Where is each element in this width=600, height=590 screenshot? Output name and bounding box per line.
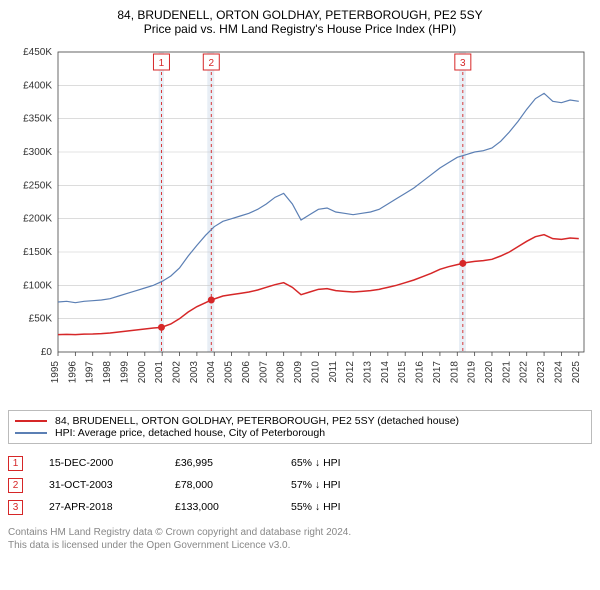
svg-text:2024: 2024 bbox=[553, 361, 564, 384]
svg-text:£150K: £150K bbox=[23, 247, 52, 258]
title-subtitle: Price paid vs. HM Land Registry's House … bbox=[8, 22, 592, 36]
sale-marker-table: 1 15-DEC-2000 £36,995 65% ↓ HPI 2 31-OCT-2003… bbox=[8, 452, 592, 518]
marker-number-box: 1 bbox=[8, 456, 23, 471]
sale-marker-row: 1 15-DEC-2000 £36,995 65% ↓ HPI bbox=[8, 452, 592, 474]
svg-text:1998: 1998 bbox=[102, 361, 113, 384]
svg-text:£300K: £300K bbox=[23, 147, 52, 158]
svg-text:£350K: £350K bbox=[23, 114, 52, 125]
svg-text:2021: 2021 bbox=[501, 361, 512, 384]
svg-text:2006: 2006 bbox=[241, 361, 252, 384]
marker-hpi-pct: 65% ↓ HPI bbox=[291, 457, 381, 469]
svg-text:2001: 2001 bbox=[154, 361, 165, 384]
marker-price: £36,995 bbox=[175, 457, 265, 469]
svg-text:2005: 2005 bbox=[224, 361, 235, 384]
marker-price: £78,000 bbox=[175, 479, 265, 491]
svg-text:1: 1 bbox=[159, 58, 165, 69]
svg-text:2019: 2019 bbox=[467, 361, 478, 384]
svg-text:1997: 1997 bbox=[85, 361, 96, 384]
marker-date: 27-APR-2018 bbox=[49, 501, 149, 513]
svg-text:2000: 2000 bbox=[137, 361, 148, 384]
footer-line1: Contains HM Land Registry data © Crown c… bbox=[8, 526, 592, 539]
svg-text:£450K: £450K bbox=[23, 47, 52, 58]
svg-text:2015: 2015 bbox=[397, 361, 408, 384]
svg-text:2023: 2023 bbox=[536, 361, 547, 384]
svg-text:£250K: £250K bbox=[23, 180, 52, 191]
svg-text:£200K: £200K bbox=[23, 214, 52, 225]
svg-text:2016: 2016 bbox=[415, 361, 426, 384]
marker-hpi-pct: 57% ↓ HPI bbox=[291, 479, 381, 491]
marker-number-box: 2 bbox=[8, 478, 23, 493]
svg-text:£400K: £400K bbox=[23, 80, 52, 91]
marker-date: 31-OCT-2003 bbox=[49, 479, 149, 491]
legend-label: 84, BRUDENELL, ORTON GOLDHAY, PETERBOROU… bbox=[55, 415, 459, 427]
svg-text:2017: 2017 bbox=[432, 361, 443, 384]
svg-text:£100K: £100K bbox=[23, 280, 52, 291]
marker-number-box: 3 bbox=[8, 500, 23, 515]
svg-text:2: 2 bbox=[209, 58, 215, 69]
svg-text:2009: 2009 bbox=[293, 361, 304, 384]
svg-text:2004: 2004 bbox=[206, 361, 217, 384]
svg-text:3: 3 bbox=[460, 58, 466, 69]
svg-text:2020: 2020 bbox=[484, 361, 495, 384]
svg-text:2025: 2025 bbox=[571, 361, 582, 384]
price-chart: £0 £50K £100K £150K £200K £250K £300K £350K £400… bbox=[8, 42, 592, 402]
svg-text:2007: 2007 bbox=[258, 361, 269, 384]
legend-swatch bbox=[15, 420, 47, 422]
marker-price: £133,000 bbox=[175, 501, 265, 513]
copyright-footer: Contains HM Land Registry data © Crown c… bbox=[8, 526, 592, 552]
footer-line2: This data is licensed under the Open Gov… bbox=[8, 539, 592, 552]
title-address: 84, BRUDENELL, ORTON GOLDHAY, PETERBOROU… bbox=[8, 8, 592, 22]
svg-text:1996: 1996 bbox=[67, 361, 78, 384]
svg-text:2003: 2003 bbox=[189, 361, 200, 384]
sale-marker-row: 3 27-APR-2018 £133,000 55% ↓ HPI bbox=[8, 496, 592, 518]
svg-text:2008: 2008 bbox=[276, 361, 287, 384]
marker-hpi-pct: 55% ↓ HPI bbox=[291, 501, 381, 513]
svg-text:2002: 2002 bbox=[172, 361, 183, 384]
legend-label: HPI: Average price, detached house, City… bbox=[55, 427, 325, 439]
svg-text:2018: 2018 bbox=[449, 361, 460, 384]
svg-text:2022: 2022 bbox=[519, 361, 530, 384]
svg-text:£50K: £50K bbox=[29, 314, 53, 325]
svg-text:2011: 2011 bbox=[328, 361, 339, 383]
legend: 84, BRUDENELL, ORTON GOLDHAY, PETERBOROU… bbox=[8, 410, 592, 444]
sale-marker-row: 2 31-OCT-2003 £78,000 57% ↓ HPI bbox=[8, 474, 592, 496]
svg-text:£0: £0 bbox=[41, 347, 53, 358]
svg-text:2010: 2010 bbox=[310, 361, 321, 384]
legend-row: HPI: Average price, detached house, City… bbox=[15, 427, 585, 439]
legend-row: 84, BRUDENELL, ORTON GOLDHAY, PETERBOROU… bbox=[15, 415, 585, 427]
chart-title-block: 84, BRUDENELL, ORTON GOLDHAY, PETERBOROU… bbox=[8, 8, 592, 36]
svg-text:2013: 2013 bbox=[362, 361, 373, 384]
svg-text:1999: 1999 bbox=[119, 361, 130, 384]
svg-text:2012: 2012 bbox=[345, 361, 356, 384]
svg-text:1995: 1995 bbox=[50, 361, 61, 384]
svg-text:2014: 2014 bbox=[380, 361, 391, 384]
marker-date: 15-DEC-2000 bbox=[49, 457, 149, 469]
legend-swatch bbox=[15, 432, 47, 434]
